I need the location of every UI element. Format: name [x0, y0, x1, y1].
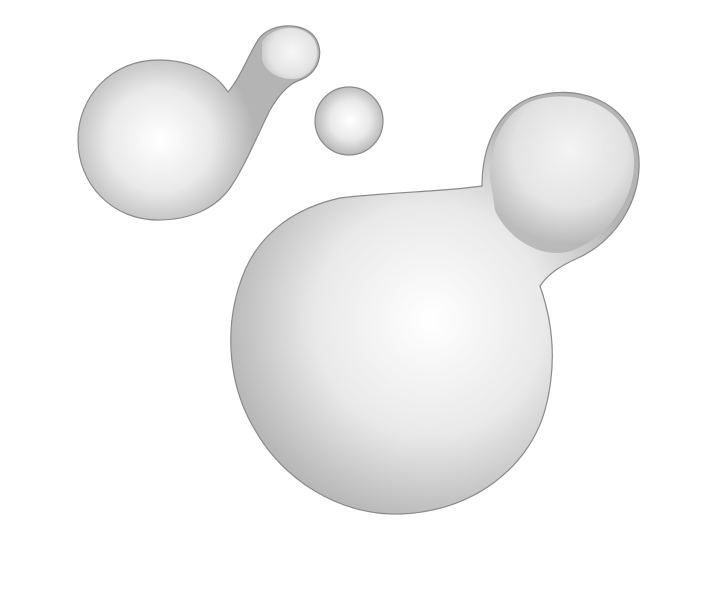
small-blob — [77, 25, 321, 221]
large-blob — [230, 91, 640, 515]
detached-sphere — [314, 86, 384, 156]
